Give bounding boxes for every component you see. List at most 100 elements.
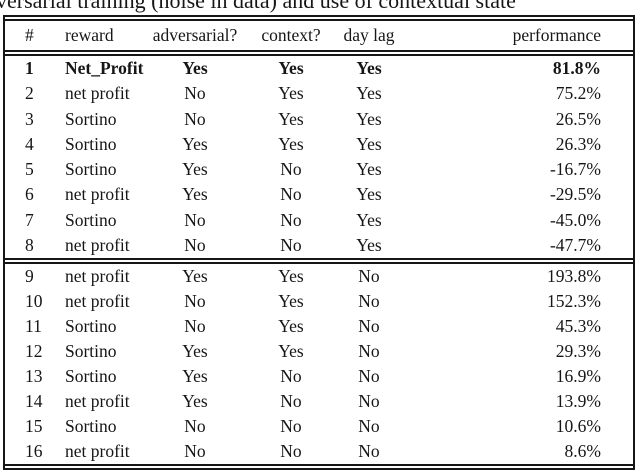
row-number: 9 <box>25 266 34 286</box>
header-separator-rule <box>3 50 635 56</box>
row-number: 3 <box>25 108 34 129</box>
adversarial-cell: Yes <box>182 184 208 205</box>
day-lag-cell: Yes <box>356 159 382 179</box>
context-cell: Yes <box>278 58 304 78</box>
table-section-daylag-no: 9 net profit Yes Yes No 193.8% 10 net pr… <box>3 264 635 464</box>
day-lag-cell: No <box>358 416 380 436</box>
adversarial-cell: Yes <box>182 266 208 286</box>
row-number: 10 <box>25 291 43 311</box>
context-cell: Yes <box>278 83 304 104</box>
table-row: 15 Sortino No No No 10.6% <box>3 414 635 439</box>
performance-cell: 29.3% <box>555 341 601 361</box>
header-day-lag: day lag <box>343 25 395 45</box>
performance-cell: 10.6% <box>555 416 601 436</box>
adversarial-cell: No <box>184 108 206 129</box>
row-number: 4 <box>25 133 34 154</box>
performance-cell: -29.5% <box>549 184 601 205</box>
row-number: 8 <box>25 234 34 255</box>
performance-cell: 16.9% <box>555 366 601 386</box>
row-number: 14 <box>25 391 43 411</box>
adversarial-cell: No <box>184 291 206 311</box>
performance-cell: 193.8% <box>547 266 601 286</box>
reward-cell: net profit <box>65 291 130 311</box>
table-row: 2 net profit No Yes Yes 75.2% <box>3 81 635 106</box>
context-cell: Yes <box>278 266 304 286</box>
day-lag-cell: No <box>358 291 380 311</box>
table-row: 3 Sortino No Yes Yes 26.5% <box>3 107 635 132</box>
day-lag-cell: Yes <box>356 184 382 205</box>
row-number: 6 <box>25 184 34 205</box>
day-lag-cell: Yes <box>356 83 382 104</box>
performance-cell: 45.3% <box>555 316 601 336</box>
reward-cell: net profit <box>65 234 130 255</box>
row-number: 16 <box>25 441 43 461</box>
day-lag-cell: Yes <box>356 209 382 230</box>
row-number: 2 <box>25 83 34 104</box>
day-lag-cell: No <box>358 316 380 336</box>
table-bottom-rule <box>3 464 635 470</box>
context-cell: No <box>280 209 302 230</box>
day-lag-cell: No <box>358 391 380 411</box>
reward-cell: Sortino <box>65 133 117 154</box>
table-right-border <box>633 15 635 470</box>
table-row: 13 Sortino Yes No No 16.9% <box>3 364 635 389</box>
reward-cell: Sortino <box>65 366 117 386</box>
context-cell: Yes <box>278 291 304 311</box>
table-section-daylag-yes: 1 Net_Profit Yes Yes Yes 81.8% 2 net pro… <box>3 56 635 258</box>
performance-cell: 26.3% <box>555 133 601 154</box>
context-cell: Yes <box>278 133 304 154</box>
table-row: 12 Sortino Yes Yes No 29.3% <box>3 339 635 364</box>
context-cell: No <box>280 184 302 205</box>
adversarial-cell: No <box>184 209 206 230</box>
table-row: 16 net profit No No No 8.6% <box>3 439 635 464</box>
day-lag-cell: No <box>358 341 380 361</box>
header-performance: performance <box>512 25 601 45</box>
adversarial-cell: Yes <box>182 159 208 179</box>
day-lag-cell: No <box>358 441 380 461</box>
performance-cell: 75.2% <box>555 83 601 104</box>
row-number: 13 <box>25 366 43 386</box>
row-number: 5 <box>25 159 34 179</box>
context-cell: Yes <box>278 316 304 336</box>
adversarial-cell: Yes <box>182 391 208 411</box>
adversarial-cell: No <box>184 83 206 104</box>
table-row: 9 net profit Yes Yes No 193.8% <box>3 264 635 289</box>
caption-text: versarial training (noise in data) and u… <box>0 0 516 13</box>
performance-cell: -16.7% <box>549 159 601 179</box>
reward-cell: Sortino <box>65 341 117 361</box>
table-row: 11 Sortino No Yes No 45.3% <box>3 314 635 339</box>
context-cell: No <box>280 416 302 436</box>
context-cell: No <box>280 441 302 461</box>
reward-cell: Sortino <box>65 416 117 436</box>
table-row: 6 net profit Yes No Yes -29.5% <box>3 182 635 207</box>
performance-cell: -45.0% <box>549 209 601 230</box>
reward-cell: Net_Profit <box>65 58 144 78</box>
adversarial-cell: No <box>184 441 206 461</box>
context-cell: No <box>280 366 302 386</box>
table-row: 7 Sortino No No Yes -45.0% <box>3 208 635 233</box>
day-lag-cell: No <box>358 266 380 286</box>
row-number: 1 <box>25 58 34 78</box>
table-left-border <box>3 15 5 470</box>
section-separator-rule <box>3 258 635 264</box>
adversarial-cell: Yes <box>182 133 208 154</box>
day-lag-cell: Yes <box>356 108 382 129</box>
table-top-rule <box>3 15 635 21</box>
context-cell: No <box>280 159 302 179</box>
performance-cell: 8.6% <box>564 441 601 461</box>
row-number: 12 <box>25 341 43 361</box>
performance-cell: 13.9% <box>555 391 601 411</box>
reward-cell: net profit <box>65 83 130 104</box>
row-number: 15 <box>25 416 43 436</box>
table-caption: versarial training (noise in data) and u… <box>0 0 640 14</box>
table-row: 14 net profit Yes No No 13.9% <box>3 389 635 414</box>
header-num: # <box>25 25 34 45</box>
day-lag-cell: No <box>358 366 380 386</box>
reward-cell: net profit <box>65 266 130 286</box>
adversarial-cell: Yes <box>182 341 208 361</box>
performance-cell: -47.7% <box>549 234 601 255</box>
reward-cell: Sortino <box>65 108 117 129</box>
adversarial-cell: Yes <box>182 58 208 78</box>
table-row: 1 Net_Profit Yes Yes Yes 81.8% <box>3 56 635 81</box>
